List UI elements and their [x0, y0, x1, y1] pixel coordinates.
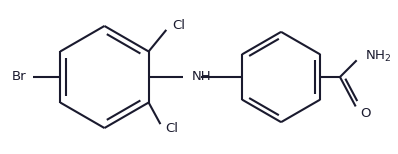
Text: Cl: Cl — [165, 122, 178, 135]
Text: Br: Br — [12, 71, 27, 83]
Text: NH$_2$: NH$_2$ — [365, 49, 392, 64]
Text: NH: NH — [192, 71, 211, 83]
Text: Cl: Cl — [172, 19, 185, 32]
Text: O: O — [361, 107, 371, 120]
